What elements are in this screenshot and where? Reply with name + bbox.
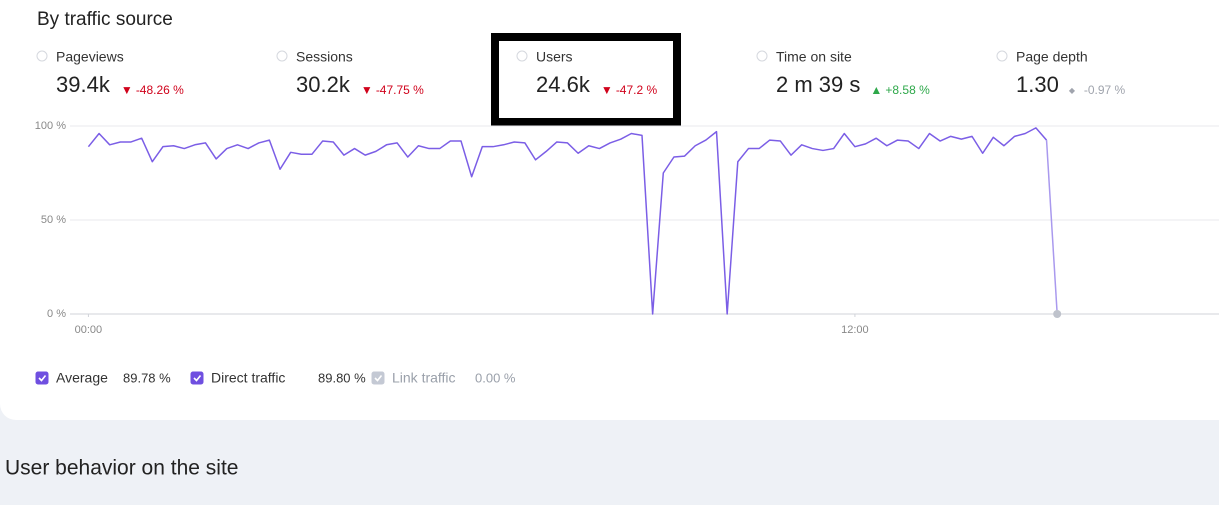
legend-label[interactable]: Direct traffic [211,370,285,386]
metric-label[interactable]: Page depth [1016,49,1088,65]
check-mark [374,375,383,382]
card [0,0,1219,420]
legend-value: 0.00 % [475,370,516,385]
y-tick-label: 0 % [47,308,66,320]
metric-radio[interactable] [276,50,288,62]
metric-label[interactable]: Users [536,49,573,65]
check-mark [38,375,47,382]
check-mark [193,375,202,382]
data-line [87,127,1048,315]
legend-value: 89.80 % [318,370,366,385]
metric-change: -47.75 % [376,83,424,97]
y-tick-label: 50 % [41,214,66,226]
legend-checkbox[interactable] [371,371,385,385]
incomplete-segment [1045,140,1058,315]
legend-checkbox[interactable] [190,371,204,385]
metric-value: 1.30 [1016,72,1059,97]
trend-arrow: ▲ [870,83,882,97]
metric-change: -47.2 % [616,83,658,97]
metric-radio[interactable] [756,50,768,62]
metric-value: 30.2k [296,72,351,97]
trend-arrow: ▼ [601,83,613,97]
metric-radio[interactable] [996,50,1008,62]
legend-checkbox[interactable] [35,371,49,385]
metric-value: 39.4k [56,72,111,97]
legend-value: 89.78 % [123,370,171,385]
metric-radio[interactable] [36,50,48,62]
legend-label[interactable]: Average [56,370,108,386]
legend-label[interactable]: Link traffic [392,370,456,386]
x-tick-label: 12:00 [841,324,869,336]
y-tick-label: 100 % [35,120,66,132]
metric-label[interactable]: Pageviews [56,49,124,65]
metric-value: 24.6k [536,72,591,97]
card-title: By traffic source [37,9,173,30]
trend-arrow: ▼ [121,83,133,97]
metric-change: +8.58 % [885,83,930,97]
metric-value: 2 m 39 s [776,72,860,97]
metric-change: -0.97 % [1084,83,1126,97]
section-title: User behavior on the site [5,457,238,480]
x-tick-label: 00:00 [75,324,103,336]
highlight-box [491,33,681,126]
trend-arrow: ▼ [361,83,373,97]
metric-change: -48.26 % [136,83,184,97]
trend-arrow: ◆ [1069,86,1076,95]
metric-label[interactable]: Sessions [296,49,353,65]
incomplete-point [1053,310,1062,318]
metric-label[interactable]: Time on site [776,49,852,65]
metric-radio[interactable] [516,50,528,62]
